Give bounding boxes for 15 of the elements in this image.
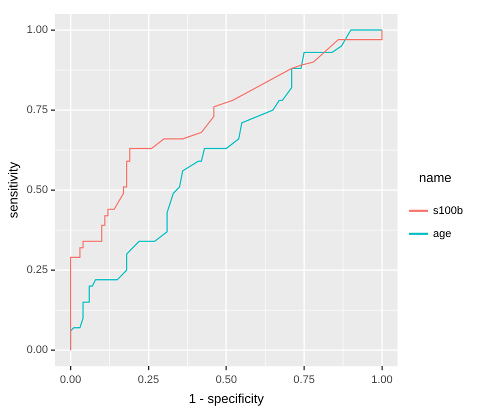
y-tick-label: 0.50 [26, 184, 48, 196]
y-tick-label: 0.00 [26, 344, 48, 356]
x-tick-label: 0.75 [293, 374, 315, 386]
legend-title: name [419, 170, 452, 185]
x-tick-label: 0.25 [138, 374, 160, 386]
x-axis-title: 1 - specificity [188, 390, 264, 406]
x-tick-label: 0.50 [216, 374, 237, 386]
x-tick-label: 0.00 [60, 374, 82, 386]
y-tick-label: 0.25 [26, 264, 48, 276]
legend-label: s100b [433, 204, 464, 217]
y-axis-title: sensitivity [5, 161, 20, 218]
legend-label: age [433, 228, 452, 240]
y-tick-label: 0.75 [26, 104, 48, 116]
y-tick-label: 1.00 [26, 24, 48, 36]
x-tick-label: 1.00 [371, 374, 393, 386]
